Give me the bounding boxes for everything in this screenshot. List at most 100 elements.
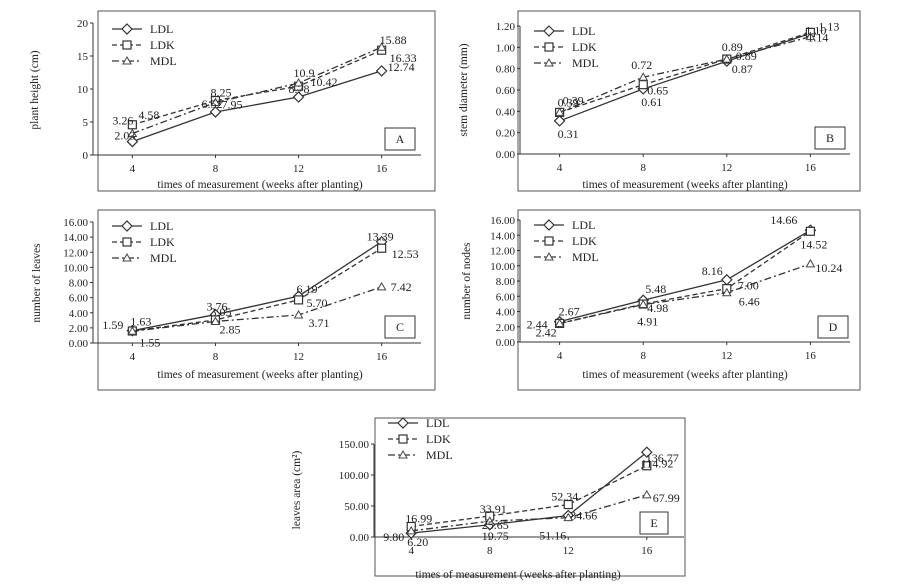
y-tick-label: 0.20 [496, 128, 516, 140]
y-tick-label: 10 [77, 84, 89, 96]
panel-letter-box [384, 315, 416, 339]
data-point-mdl [805, 258, 816, 268]
x-tick-label: 4 [130, 351, 136, 363]
legend-label-mdl: MDL [150, 54, 177, 68]
data-label: 13.39 [367, 230, 394, 244]
x-tick-label: 4 [557, 162, 563, 174]
legend-label-ldl: LDL [572, 218, 595, 232]
y-tick-label: 0.00 [496, 149, 516, 161]
y-tick-label: 50.00 [344, 501, 369, 513]
data-point-mdl [805, 31, 816, 41]
x-tick-label: 16 [641, 545, 653, 557]
data-label: 10.9 [294, 66, 315, 80]
data-label: 114.92 [641, 457, 674, 471]
x-tick-label: 8 [640, 162, 646, 174]
data-label: 5.48 [645, 282, 666, 296]
legend-label-ldk: LDK [150, 38, 175, 52]
x-tick-label: 8 [213, 163, 219, 175]
x-tick-label: 16 [376, 351, 388, 363]
series-line-ldl [411, 451, 648, 534]
y-tick-label: 0.00 [69, 338, 89, 350]
legend-marker [122, 252, 132, 262]
data-point-mdl [484, 516, 495, 525]
data-label: 6.19 [297, 282, 318, 296]
y-tick-label: 12.00 [490, 246, 515, 258]
x-axis-title: times of measurement (weeks after planti… [582, 179, 787, 191]
series-line-ldk [559, 31, 811, 114]
data-point-ldl [640, 446, 653, 459]
data-label: 2.67 [559, 305, 580, 319]
data-label: 52.34 [551, 490, 578, 504]
data-point-ldl [126, 135, 139, 148]
legend-marker [397, 417, 409, 429]
series-line-mdl [559, 36, 811, 113]
y-axis-title: number of nodes [461, 242, 473, 320]
data-label: 7.42 [391, 280, 412, 294]
x-tick-label: 16 [805, 162, 817, 174]
series-line-mdl [132, 286, 382, 332]
panel-frame [517, 209, 861, 391]
data-label: 10.42 [311, 75, 338, 89]
legend-label-ldk: LDK [572, 234, 597, 248]
data-point-mdl [127, 326, 138, 335]
chart-panel-e: 0.00 50.00 100.00 150.00 4 8 12 16 6.20 19.75 34.6… [291, 416, 686, 581]
series-line-mdl [132, 46, 382, 135]
data-point-ldl [553, 115, 566, 127]
data-point-mdl [563, 512, 574, 522]
panel-letter-box [817, 315, 849, 339]
data-point-mdl [210, 316, 221, 325]
data-point-mdl [554, 107, 565, 116]
data-label: 16.99 [405, 511, 432, 525]
data-label: 4.91 [637, 315, 658, 329]
x-tick-label: 8 [487, 545, 493, 557]
x-axis-title: times of measurement (weeks after planti… [157, 369, 362, 381]
data-point-mdl [293, 309, 304, 319]
x-tick-label: 16 [805, 350, 817, 362]
data-label: 136.77 [646, 451, 679, 465]
data-point-ldk [563, 499, 573, 510]
data-point-mdl [721, 54, 732, 63]
series-line-ldk [132, 247, 382, 332]
y-tick-label: 150.00 [339, 439, 370, 451]
chart-panel-a: 0 5 10 15 20 4 8 12 16 2.03 6.52 8.78 12.74 4.58 8.25 1… [29, 10, 436, 192]
data-point-mdl [127, 128, 138, 137]
series-line-mdl [411, 494, 647, 532]
y-tick-label: 6.00 [496, 291, 516, 303]
data-point-mdl [721, 287, 732, 297]
x-tick-label: 8 [640, 350, 646, 362]
legend-label-ldk: LDK [572, 40, 597, 54]
panel-letter-box [814, 126, 846, 150]
data-label: 34.66 [570, 509, 597, 523]
panel-letter: C [396, 320, 404, 334]
legend-marker [122, 40, 132, 50]
data-label: 2.85 [219, 322, 240, 336]
data-label: 67.99 [653, 491, 680, 505]
chart-panel-b: 0.00 0.20 0.40 0.60 0.80 1.00 1.20 4 8 12 16 0.31 0.… [458, 10, 861, 192]
data-point-ldl [720, 273, 733, 286]
data-label: 3.05 [210, 305, 231, 319]
x-tick-label: 12 [293, 351, 304, 363]
legend-label-ldl: LDL [150, 22, 173, 36]
y-axis-title: leaves area (cm²) [291, 450, 303, 529]
y-tick-label: 8.00 [69, 278, 89, 290]
legend-marker [122, 55, 132, 65]
y-tick-label: 16.00 [490, 215, 515, 227]
legend-label-mdl: MDL [572, 56, 599, 70]
data-point-mdl [376, 281, 387, 291]
legend-label-mdl: MDL [426, 448, 453, 462]
data-point-mdl [554, 318, 565, 328]
y-axis-title: plant height (cm) [29, 50, 41, 129]
data-label: 3.26 [112, 113, 133, 127]
x-tick-label: 12 [293, 163, 304, 175]
x-tick-label: 4 [408, 545, 414, 557]
data-label: 0.89 [722, 40, 743, 54]
y-tick-label: 15 [77, 51, 89, 63]
y-tick-label: 6.00 [69, 293, 89, 305]
data-point-ldl [209, 106, 222, 118]
legend-marker [543, 25, 555, 37]
data-label: 10.24 [815, 261, 842, 275]
y-tick-label: 20 [77, 18, 89, 30]
series-line-ldk [559, 230, 811, 325]
data-label: 7.95 [221, 98, 242, 112]
